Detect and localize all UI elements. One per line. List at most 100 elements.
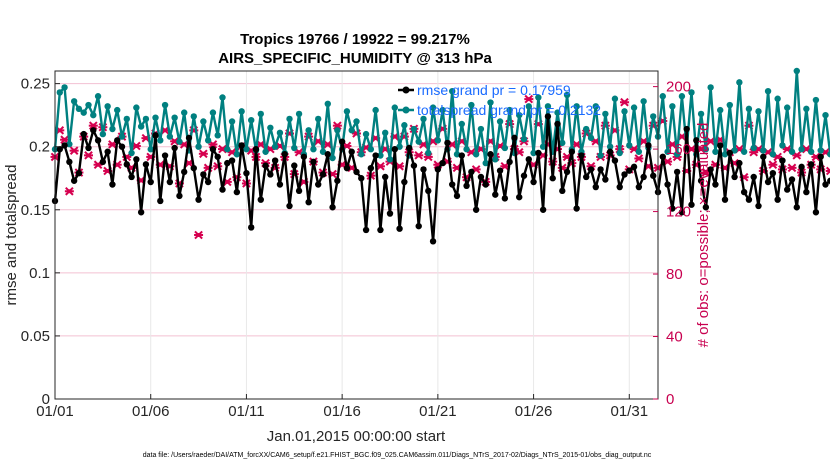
rmse-point-158 [807,161,815,168]
rmse-point-70 [386,210,394,217]
rmse-point-28 [185,134,193,142]
totalspread-point-51 [295,110,303,118]
y-tick-label-4: 0.2 [29,139,50,156]
data-file-footer: data file: /Users/raeder/DAI/ATM_forcXX/… [143,452,652,459]
rmse-point-8 [90,127,97,134]
totalspread-point-34 [214,132,221,139]
totalspread-point-69 [382,129,389,137]
totalspread-point-75 [410,125,418,133]
totalspread-point-22 [157,137,164,144]
rmse-point-102 [539,206,547,213]
totalspread-point-21 [152,114,159,121]
totalspread-point-84 [453,151,461,158]
rmse-point-33 [209,146,217,153]
rmse-point-143 [736,159,743,167]
rmse-point-22 [157,197,164,205]
rmse-point-131 [678,209,686,216]
totalspread-point-93 [496,118,504,125]
obs-point-35 [218,144,227,154]
rmse-point-79 [429,238,437,245]
chart-subtitle: AIRS_SPECIFIC_HUMIDITY @ 313 hPa [218,50,492,67]
totalspread-point-45 [267,124,274,131]
rmse-point-95 [506,158,513,166]
totalspread-point-58 [329,154,336,162]
totalspread-point-53 [305,127,312,134]
rmse-point-32 [204,178,212,186]
y-tick-label-1: 0.05 [21,328,50,345]
rmse-point-54 [310,158,317,166]
x-tick-label-1: 01/06 [132,403,170,420]
rmse-point-87 [468,168,475,176]
totalspread-point-144 [740,148,748,155]
obs-point-76 [414,151,424,160]
rmse-point-41 [248,224,255,231]
x-tick-label-6: 01/31 [611,403,649,420]
obs-point-3 [64,186,74,196]
rmse-point-78 [425,187,432,195]
obs-point-162 [825,166,830,176]
rmse-point-29 [190,164,197,172]
y-right-tick-label-4: 160 [666,141,691,158]
rmse-point-63 [353,168,360,176]
series-totalspread [51,67,830,167]
x-tick-label-3: 01/16 [323,403,361,420]
totalspread-point-59 [334,127,341,134]
rmse-point-97 [516,193,523,201]
rmse-point-73 [401,178,408,186]
totalspread-point-118 [616,149,623,157]
totalspread-point-3 [66,140,73,148]
totalspread-point-24 [166,133,174,140]
obs-point-7 [84,151,93,160]
rmse-point-106 [559,187,566,195]
totalspread-point-10 [99,130,107,138]
totalspread-point-157 [803,105,810,113]
rmse-point-121 [630,163,638,171]
rmse-point-116 [606,148,614,155]
totalspread-point-44 [262,148,269,155]
rmse-point-68 [377,226,384,234]
totalspread-point-159 [812,96,820,104]
totalspread-point-115 [602,110,609,118]
totalspread-point-43 [257,110,264,118]
totalspread-point-68 [377,152,384,159]
obs-point-109 [572,140,582,149]
totalspread-point-57 [324,100,331,108]
rmse-point-103 [544,113,552,120]
totalspread-point-114 [597,152,604,159]
totalspread-point-129 [669,103,676,110]
rmse-point-56 [319,171,327,178]
y-right-tick-label-0: 0 [666,391,674,408]
totalspread-point-78 [425,149,432,157]
obs-point-8 [88,121,98,130]
rmse-point-46 [271,157,279,164]
rmse-point-148 [760,153,767,160]
y-tick-label-0: 0 [42,391,50,408]
rmse-point-109 [573,205,580,212]
totalspread-point-49 [286,115,293,123]
rmse-point-49 [286,202,293,210]
totalspread-point-9 [94,93,102,100]
rmse-point-111 [583,173,590,181]
legend-label-totalspread: totalspread grand pr = 0.2132 [417,102,601,118]
rmse-point-11 [104,148,111,155]
obs-point-12 [107,140,117,149]
totalspread-point-151 [774,95,781,102]
totalspread-point-11 [104,103,111,110]
totalspread-point-158 [807,148,815,155]
x-tick-label-0: 01/01 [36,403,74,420]
rmse-point-84 [453,192,461,200]
totalspread-point-101 [535,94,542,101]
rmse-point-36 [224,159,231,167]
totalspread-point-123 [640,98,647,105]
totalspread-point-38 [233,151,241,158]
rmse-point-157 [803,188,810,196]
rmse-point-21 [152,132,159,139]
rmse-point-152 [779,157,786,164]
rmse-point-123 [640,173,647,181]
totalspread-point-56 [319,148,327,155]
rmse-point-86 [463,182,470,189]
rmse-point-19 [142,161,150,168]
totalspread-point-65 [362,130,370,138]
rmse-point-130 [673,168,681,176]
